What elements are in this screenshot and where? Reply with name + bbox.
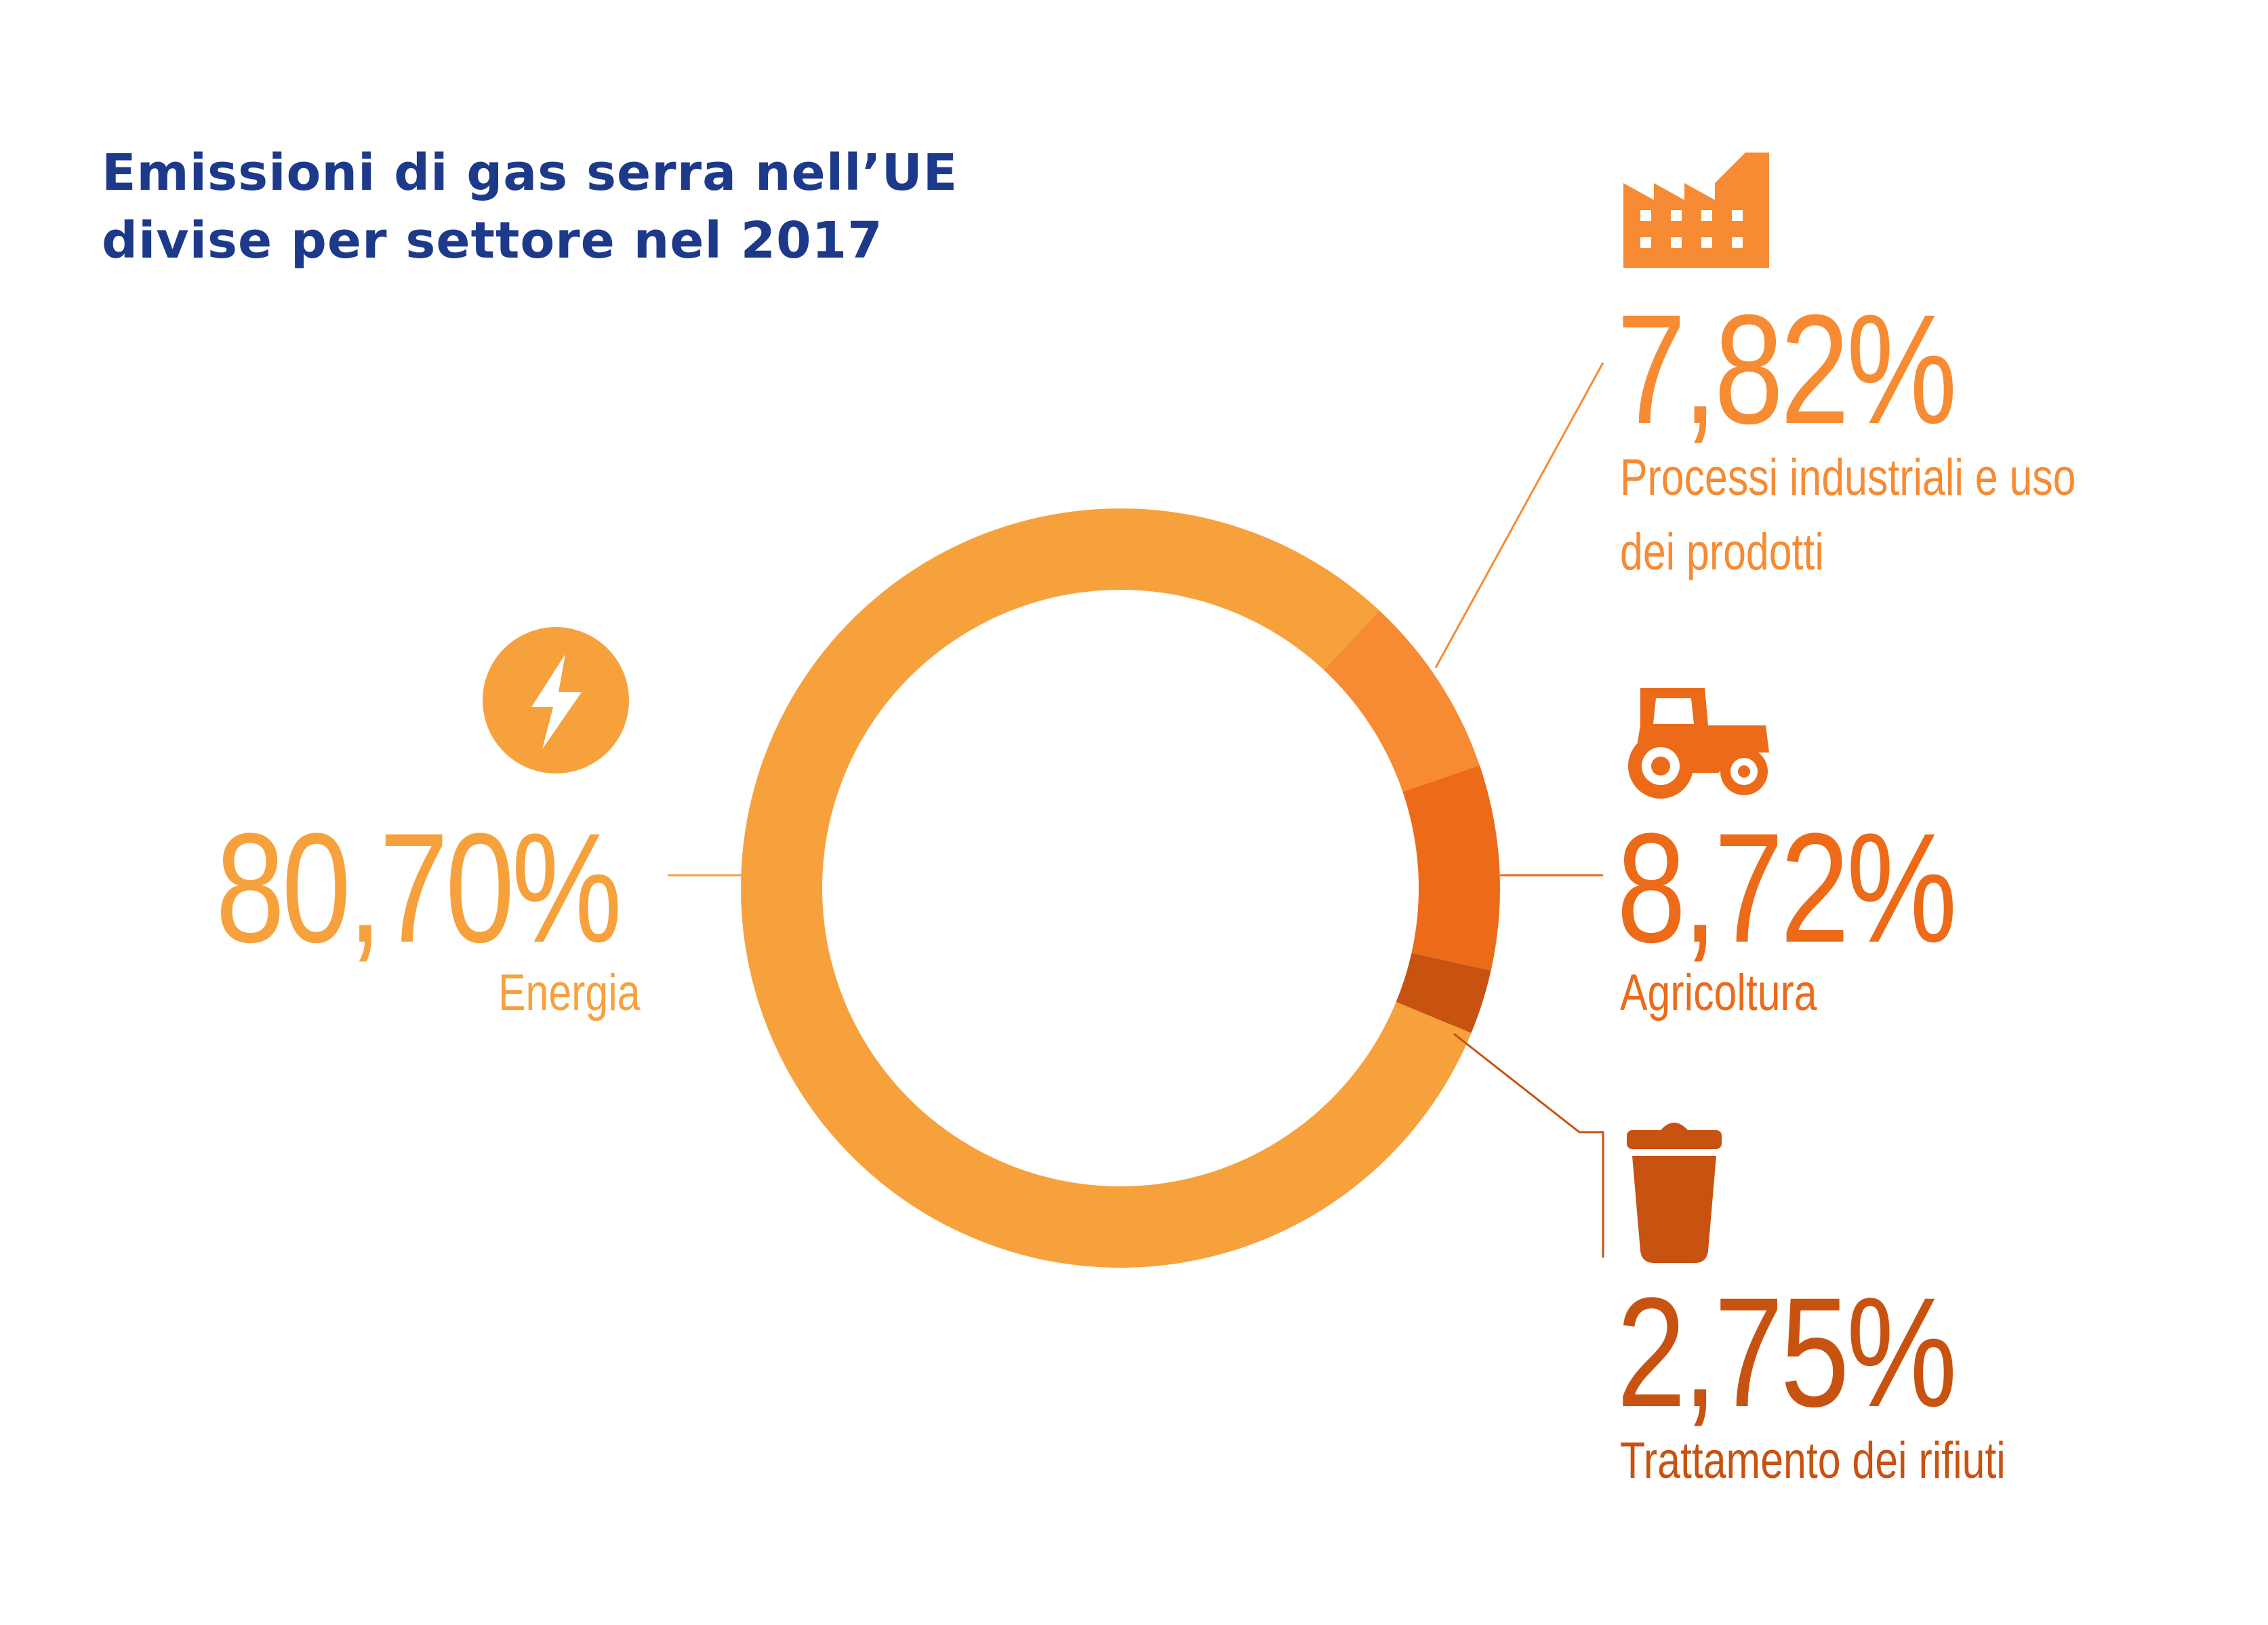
donut-slice-energy — [741, 508, 1472, 1268]
chart-title-line-1: Emissioni di gas serra nell’UE — [102, 144, 958, 202]
tractor-icon — [1628, 688, 1769, 799]
donut-slice-waste — [1396, 952, 1491, 1033]
slice-value-waste: 2,75% — [1617, 1265, 1958, 1439]
slice-label-industrial-line-1: Processi industriali e uso — [1620, 449, 2076, 506]
slice-label-energy: Energia — [498, 964, 641, 1022]
slice-label-industrial: Processi industriali e uso dei prodotti — [1620, 441, 2075, 590]
slice-label-waste: Trattamento dei rifiuti — [1620, 1432, 2006, 1489]
slice-value-agriculture: 8,72% — [1617, 801, 1958, 975]
leader-line-waste — [1453, 1032, 1604, 1258]
donut-slice-agriculture — [1402, 765, 1501, 971]
chart-title: Emissioni di gas serra nell’UE divise pe… — [102, 139, 1051, 275]
slice-value-industrial: 7,82% — [1617, 282, 1958, 456]
donut-slice-industrial — [1324, 610, 1480, 792]
slice-value-energy: 80,70% — [216, 801, 622, 975]
factory-icon — [1623, 153, 1769, 268]
chart-title-line-2: divise per settore nel 2017 — [102, 212, 883, 270]
slice-label-agriculture: Agricoltura — [1620, 964, 1817, 1022]
trash-bin-icon — [1627, 1123, 1722, 1263]
leader-line-industrial — [1434, 362, 1604, 668]
lightning-icon — [483, 627, 629, 774]
slice-label-industrial-line-2: dei prodotti — [1620, 523, 1824, 581]
